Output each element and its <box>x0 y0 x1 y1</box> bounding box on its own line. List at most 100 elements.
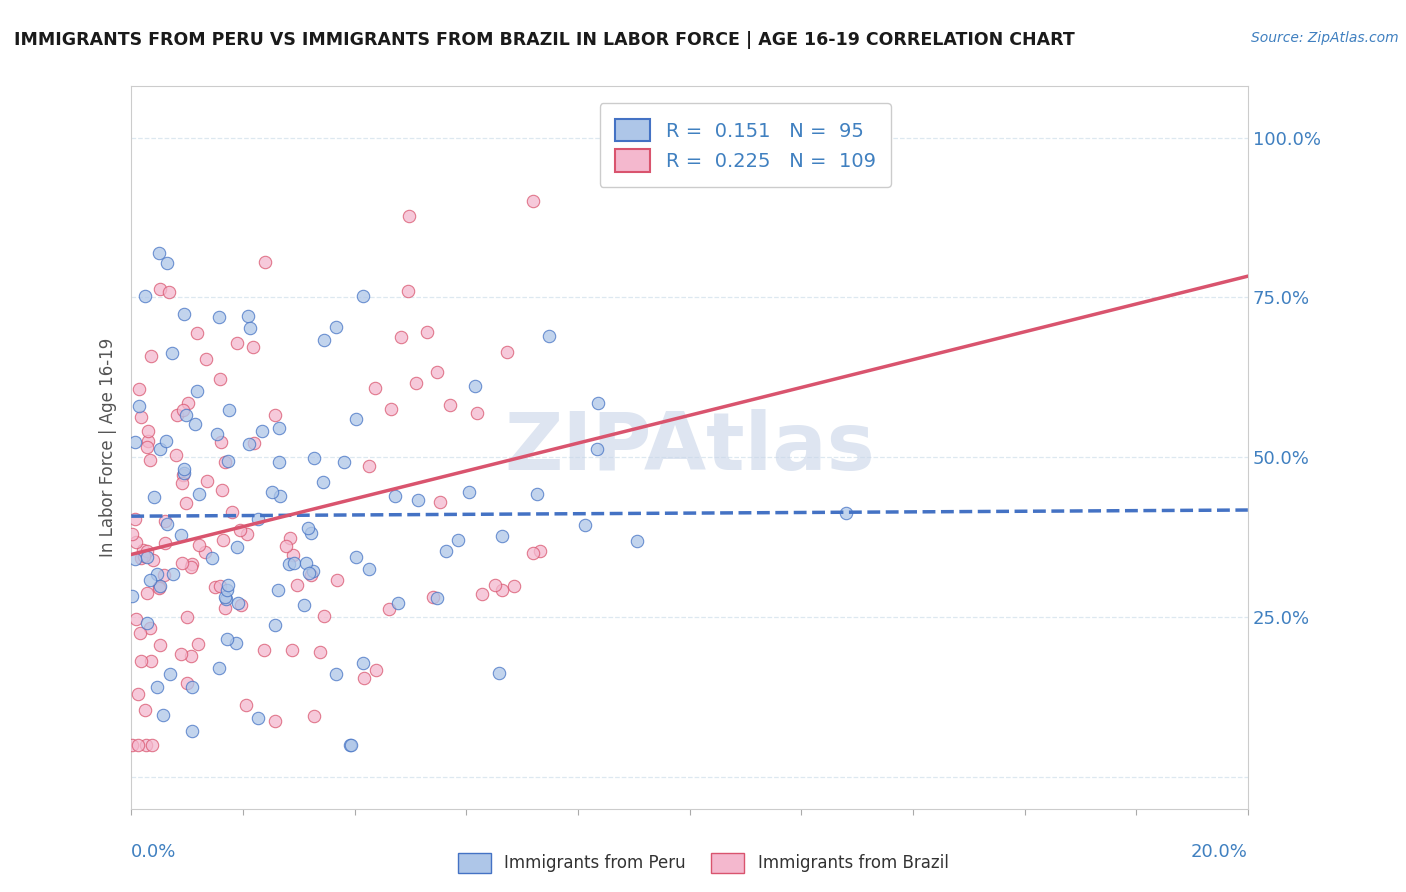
Point <box>465 406 488 420</box>
Point <box>129 409 152 424</box>
Point <box>426 591 449 605</box>
Point <box>299 526 322 541</box>
Point <box>197 475 219 489</box>
Point <box>165 448 187 462</box>
Point <box>235 698 257 713</box>
Point <box>135 738 157 752</box>
Point <box>357 458 380 473</box>
Point <box>121 527 143 541</box>
Point <box>416 325 439 339</box>
Point <box>226 335 249 350</box>
Point <box>215 582 238 597</box>
Point <box>149 442 172 456</box>
Point <box>170 647 193 661</box>
Point <box>170 556 193 570</box>
Point <box>344 549 367 564</box>
Text: 20.0%: 20.0% <box>1191 843 1249 861</box>
Point <box>274 539 297 553</box>
Point <box>253 642 276 657</box>
Point <box>297 521 319 535</box>
Point <box>458 485 481 500</box>
Point <box>389 330 412 344</box>
Point <box>344 412 367 426</box>
Point <box>214 455 236 469</box>
Point <box>229 524 252 538</box>
Point <box>309 645 332 659</box>
Point <box>187 487 209 501</box>
Point <box>157 285 180 299</box>
Point <box>186 384 208 398</box>
Point <box>128 399 150 413</box>
Point <box>173 467 195 481</box>
Point <box>180 648 202 663</box>
Point <box>246 711 269 725</box>
Point <box>201 550 224 565</box>
Point <box>378 601 401 615</box>
Point <box>143 491 166 505</box>
Point <box>134 289 156 303</box>
Point <box>263 714 285 728</box>
Point <box>471 587 494 601</box>
Point <box>180 560 202 574</box>
Point <box>149 579 172 593</box>
Point <box>218 403 240 417</box>
Point <box>269 489 291 503</box>
Point <box>522 194 544 208</box>
Point <box>491 529 513 543</box>
Point <box>363 381 385 395</box>
Point <box>135 440 157 454</box>
Point <box>148 581 170 595</box>
Point <box>208 661 231 675</box>
Point <box>139 654 162 668</box>
Text: IMMIGRANTS FROM PERU VS IMMIGRANTS FROM BRAZIL IN LABOR FORCE | AGE 16-19 CORREL: IMMIGRANTS FROM PERU VS IMMIGRANTS FROM … <box>14 31 1074 49</box>
Point <box>299 567 322 582</box>
Point <box>170 528 193 542</box>
Point <box>135 585 157 599</box>
Point <box>149 283 172 297</box>
Point <box>149 638 172 652</box>
Point <box>125 612 148 626</box>
Point <box>586 442 609 457</box>
Point <box>148 246 170 260</box>
Point <box>136 550 159 565</box>
Point <box>214 600 236 615</box>
Point <box>208 579 231 593</box>
Point <box>187 637 209 651</box>
Point <box>136 544 159 558</box>
Point <box>170 475 193 490</box>
Point <box>422 590 444 604</box>
Point <box>426 365 449 379</box>
Point <box>176 675 198 690</box>
Point <box>174 408 197 422</box>
Point <box>152 708 174 723</box>
Point <box>160 346 183 360</box>
Point <box>156 516 179 531</box>
Point <box>208 310 231 325</box>
Point <box>215 632 238 646</box>
Point <box>484 577 506 591</box>
Point <box>136 616 159 631</box>
Point <box>141 349 163 363</box>
Point <box>312 475 335 489</box>
Point <box>142 553 165 567</box>
Point <box>277 557 299 571</box>
Point <box>298 566 321 581</box>
Point <box>194 544 217 558</box>
Point <box>124 434 146 449</box>
Text: 0.0%: 0.0% <box>131 843 177 861</box>
Point <box>238 437 260 451</box>
Point <box>177 396 200 410</box>
Point <box>153 514 176 528</box>
Point <box>263 408 285 422</box>
Point <box>162 567 184 582</box>
Point <box>132 549 155 563</box>
Point <box>387 596 409 610</box>
Point <box>491 583 513 598</box>
Point <box>180 724 202 739</box>
Point <box>380 401 402 416</box>
Point <box>124 551 146 566</box>
Point <box>156 256 179 270</box>
Point <box>214 590 236 604</box>
Point <box>173 462 195 476</box>
Point <box>267 421 290 435</box>
